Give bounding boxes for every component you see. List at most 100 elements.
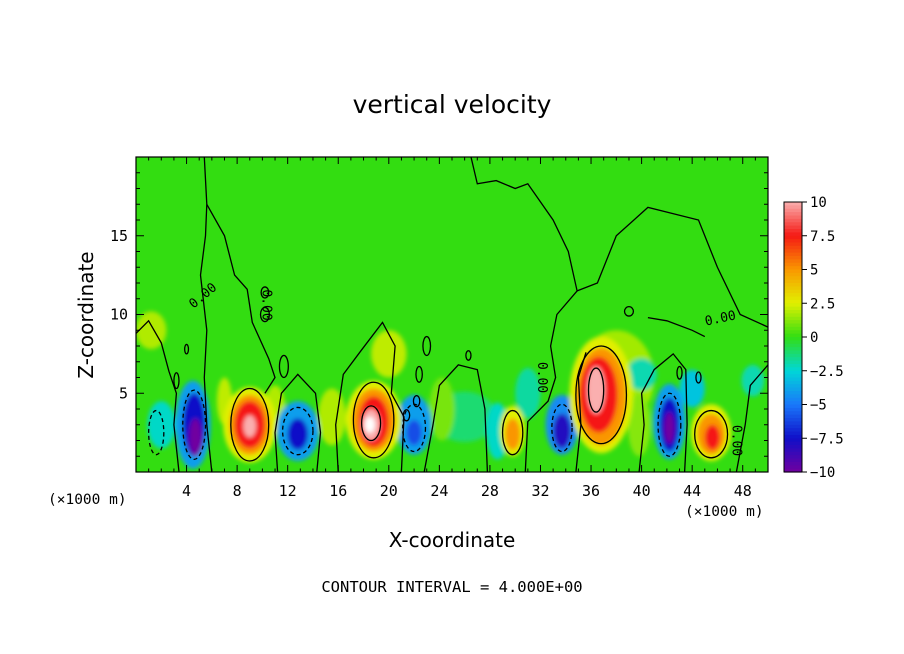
colorbar-segment bbox=[784, 428, 802, 433]
negative-contour bbox=[147, 409, 165, 456]
colorbar-segment bbox=[784, 296, 802, 301]
colorbar-segment bbox=[784, 384, 802, 389]
downdraft-cell bbox=[406, 420, 422, 446]
colorbar-segment bbox=[784, 380, 802, 385]
colorbar-segment bbox=[784, 407, 802, 412]
x-tick-label: 4 bbox=[182, 482, 191, 500]
colorbar-segment bbox=[784, 421, 802, 426]
colorbar-segment bbox=[784, 252, 802, 257]
colorbar-segment bbox=[784, 434, 802, 439]
positive-contour bbox=[173, 372, 180, 390]
colorbar-segment bbox=[784, 343, 802, 348]
colorbar-segment bbox=[784, 306, 802, 311]
colorbar-segment bbox=[784, 364, 802, 368]
colorbar-segment bbox=[784, 293, 802, 298]
x-tick-label: 24 bbox=[430, 482, 448, 500]
zero-contour bbox=[335, 321, 405, 472]
x-tick-label: 12 bbox=[279, 482, 297, 500]
colorbar-segment bbox=[784, 303, 802, 308]
colorbar-segment bbox=[784, 340, 802, 345]
colorbar-segment bbox=[784, 286, 802, 291]
colorbar-segment bbox=[784, 205, 802, 210]
downdraft-cell bbox=[741, 364, 765, 397]
chart-title: vertical velocity bbox=[353, 90, 552, 119]
contour-label: 0.00 bbox=[258, 289, 273, 320]
downdraft-cell bbox=[287, 418, 308, 450]
zero-contour bbox=[470, 157, 578, 472]
colorbar-segment bbox=[784, 299, 802, 304]
x-axis: 4 8 12 16 20 24 28 32 36 40 44 48 bbox=[148, 157, 756, 500]
colorbar-segment bbox=[784, 468, 802, 473]
colorbar-segment bbox=[784, 431, 802, 436]
colorbar-segment bbox=[784, 259, 802, 264]
negative-contour bbox=[182, 389, 207, 461]
colorbar-segment bbox=[784, 269, 802, 274]
updraft-cell bbox=[505, 418, 521, 450]
colorbar-tick-label: 2.5 bbox=[810, 296, 835, 312]
colorbar-segment bbox=[784, 448, 802, 453]
colorbar-segment bbox=[784, 215, 802, 220]
colorbar-segment bbox=[784, 313, 802, 318]
colorbar-segment bbox=[784, 279, 802, 284]
colorbar-segment bbox=[784, 320, 802, 325]
colorbar-tick-label: −7.5 bbox=[810, 431, 844, 447]
colorbar-segment bbox=[784, 441, 802, 446]
zero-contour bbox=[735, 364, 768, 472]
zero-contour bbox=[423, 364, 489, 472]
colorbar-segment bbox=[784, 350, 802, 355]
colorbar-segment bbox=[784, 374, 802, 379]
colorbar-segment bbox=[784, 242, 802, 247]
colorbar: 10 7.5 5 2.5 0 −2.5 −5 −7.5 −10 bbox=[783, 195, 844, 481]
zero-contour bbox=[576, 206, 768, 328]
y-tick-label: 10 bbox=[110, 306, 128, 324]
colorbar-segment bbox=[784, 414, 802, 419]
colorbar-segment bbox=[784, 353, 802, 358]
colorbar-segment bbox=[784, 256, 802, 260]
colorbar-segment bbox=[784, 337, 802, 341]
downdraft-cell bbox=[664, 412, 675, 444]
zero-contour bbox=[199, 157, 213, 472]
contour-interval-footer: CONTOUR INTERVAL = 4.000E+00 bbox=[321, 578, 582, 596]
colorbar-segment bbox=[784, 401, 802, 406]
colorbar-segment bbox=[784, 424, 802, 429]
positive-contour bbox=[278, 354, 289, 379]
colorbar-segment bbox=[784, 272, 802, 277]
zero-contour bbox=[638, 352, 688, 472]
zero-contour bbox=[206, 203, 276, 394]
colorbar-segment bbox=[784, 249, 802, 254]
colorbar-segment bbox=[784, 333, 802, 338]
velocity-field bbox=[136, 311, 765, 469]
colorbar-segment bbox=[784, 357, 802, 362]
negative-contour bbox=[551, 403, 573, 453]
updraft-cell bbox=[364, 416, 375, 433]
downdraft-cell bbox=[147, 401, 176, 449]
colorbar-tick-label: −2.5 bbox=[810, 364, 844, 380]
colorbar-segment bbox=[784, 262, 802, 267]
x-unit-right: (×1000 m) bbox=[685, 504, 764, 520]
positive-contour bbox=[259, 306, 271, 323]
zero-contour bbox=[274, 373, 322, 472]
colorbar-segment bbox=[784, 397, 802, 402]
colorbar-segment bbox=[784, 330, 802, 335]
updraft-cell bbox=[318, 388, 346, 446]
y-tick-label: 5 bbox=[119, 384, 128, 402]
y-axis-label: Z-coordinate bbox=[74, 251, 98, 378]
contour-lines bbox=[136, 157, 768, 472]
negative-contour bbox=[402, 403, 427, 453]
positive-contour bbox=[501, 409, 524, 456]
colorbar-segment bbox=[784, 232, 802, 237]
positive-contour bbox=[676, 365, 683, 380]
positive-contour bbox=[412, 394, 421, 408]
downdraft-cell bbox=[553, 413, 571, 449]
contour-label: 0.00 bbox=[534, 362, 549, 393]
zero-contour bbox=[647, 316, 706, 338]
positive-contour bbox=[422, 335, 432, 357]
negative-contour bbox=[657, 392, 682, 457]
colorbar-segment bbox=[784, 360, 802, 365]
colorbar-segment bbox=[784, 310, 802, 314]
x-unit-left: (×1000 m) bbox=[48, 492, 127, 508]
zero-contour bbox=[575, 352, 587, 472]
negative-contour bbox=[281, 406, 314, 456]
y-tick-label: 15 bbox=[110, 227, 128, 245]
